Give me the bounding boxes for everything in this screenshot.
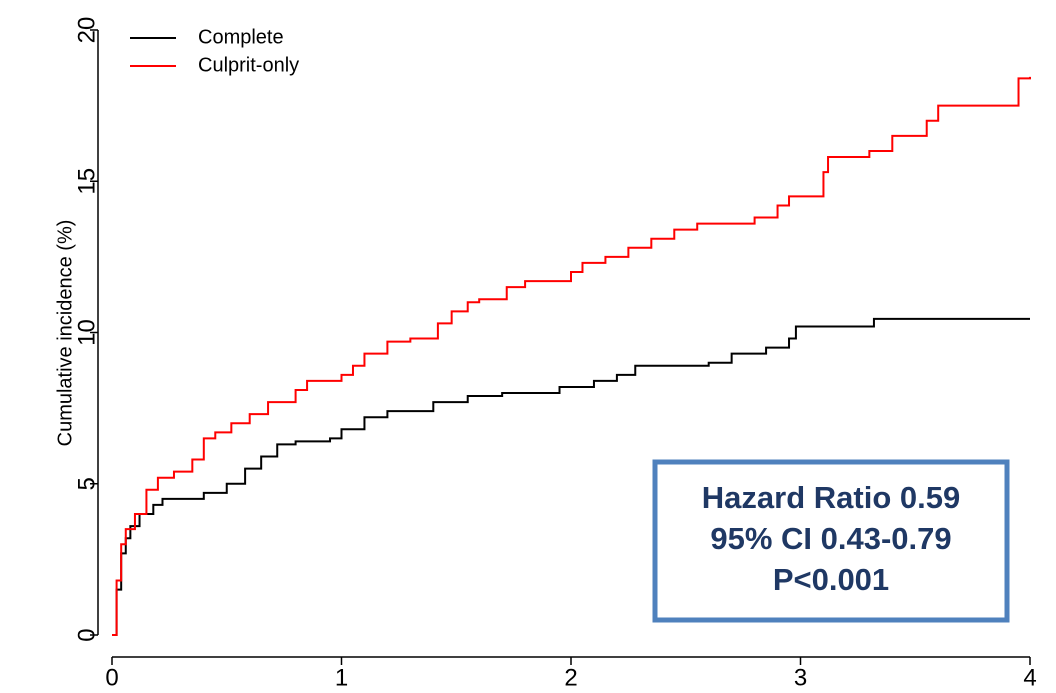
x-tick-label: 3: [794, 664, 807, 691]
y-tick-label: 0: [73, 628, 100, 641]
annotation-text: 95% CI 0.43-0.79: [710, 521, 951, 556]
y-tick-label: 10: [73, 319, 100, 346]
annotation-text: Hazard Ratio 0.59: [702, 480, 960, 515]
legend-label: Complete: [198, 26, 284, 48]
y-axis-label: Cumulative incidence (%): [54, 220, 76, 447]
x-tick-label: 0: [105, 664, 118, 691]
x-tick-label: 2: [564, 664, 577, 691]
y-tick-label: 15: [73, 168, 100, 195]
annotation-text: P<0.001: [773, 562, 889, 597]
legend-label: Culprit-only: [198, 54, 299, 76]
annotation-box: [652, 459, 1010, 623]
series-line: [112, 76, 1031, 636]
y-tick-label: 5: [73, 477, 100, 490]
x-tick-label: 4: [1023, 664, 1036, 691]
x-tick-label: 1: [335, 664, 348, 691]
y-tick-label: 20: [73, 17, 100, 44]
